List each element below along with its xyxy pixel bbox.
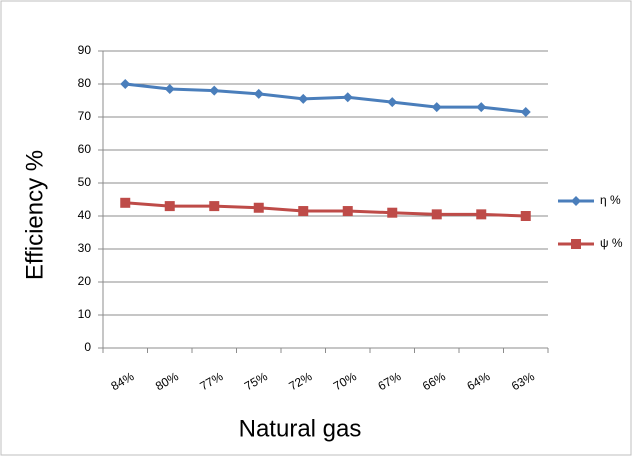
y-tick-label: 40 (78, 208, 92, 222)
point (253, 88, 264, 99)
series-line (125, 201, 526, 218)
point (298, 206, 309, 217)
y-tick-label: 50 (78, 175, 92, 189)
y-tick-label: 80 (78, 76, 92, 90)
y-tick-label: 10 (78, 307, 92, 321)
point (571, 239, 581, 249)
point (120, 79, 131, 89)
point (164, 83, 175, 94)
y-tick-label: 60 (78, 142, 92, 156)
y-tick-label: 90 (78, 43, 92, 57)
point (209, 201, 220, 212)
point (431, 209, 442, 220)
legend-label: η % (600, 193, 621, 207)
y-tick-label: 0 (84, 340, 91, 354)
point (387, 207, 398, 218)
point (387, 97, 398, 108)
series-line (125, 82, 526, 114)
point (164, 201, 175, 212)
point (342, 206, 353, 217)
y-tick-label: 30 (78, 241, 92, 255)
point (520, 107, 531, 118)
point (298, 93, 309, 104)
y-tick-label: 20 (78, 274, 92, 288)
point (476, 209, 487, 220)
point (431, 102, 442, 113)
point (209, 85, 220, 96)
y-tick-label: 70 (78, 109, 92, 123)
point (120, 197, 131, 208)
x-axis-title: Natural gas (239, 415, 362, 442)
point (520, 211, 531, 221)
y-axis-title: Efficiency % (21, 150, 48, 280)
point (571, 196, 581, 206)
point (253, 202, 264, 213)
point (476, 102, 487, 113)
legend-label: ψ % (600, 236, 623, 250)
point (342, 92, 353, 103)
